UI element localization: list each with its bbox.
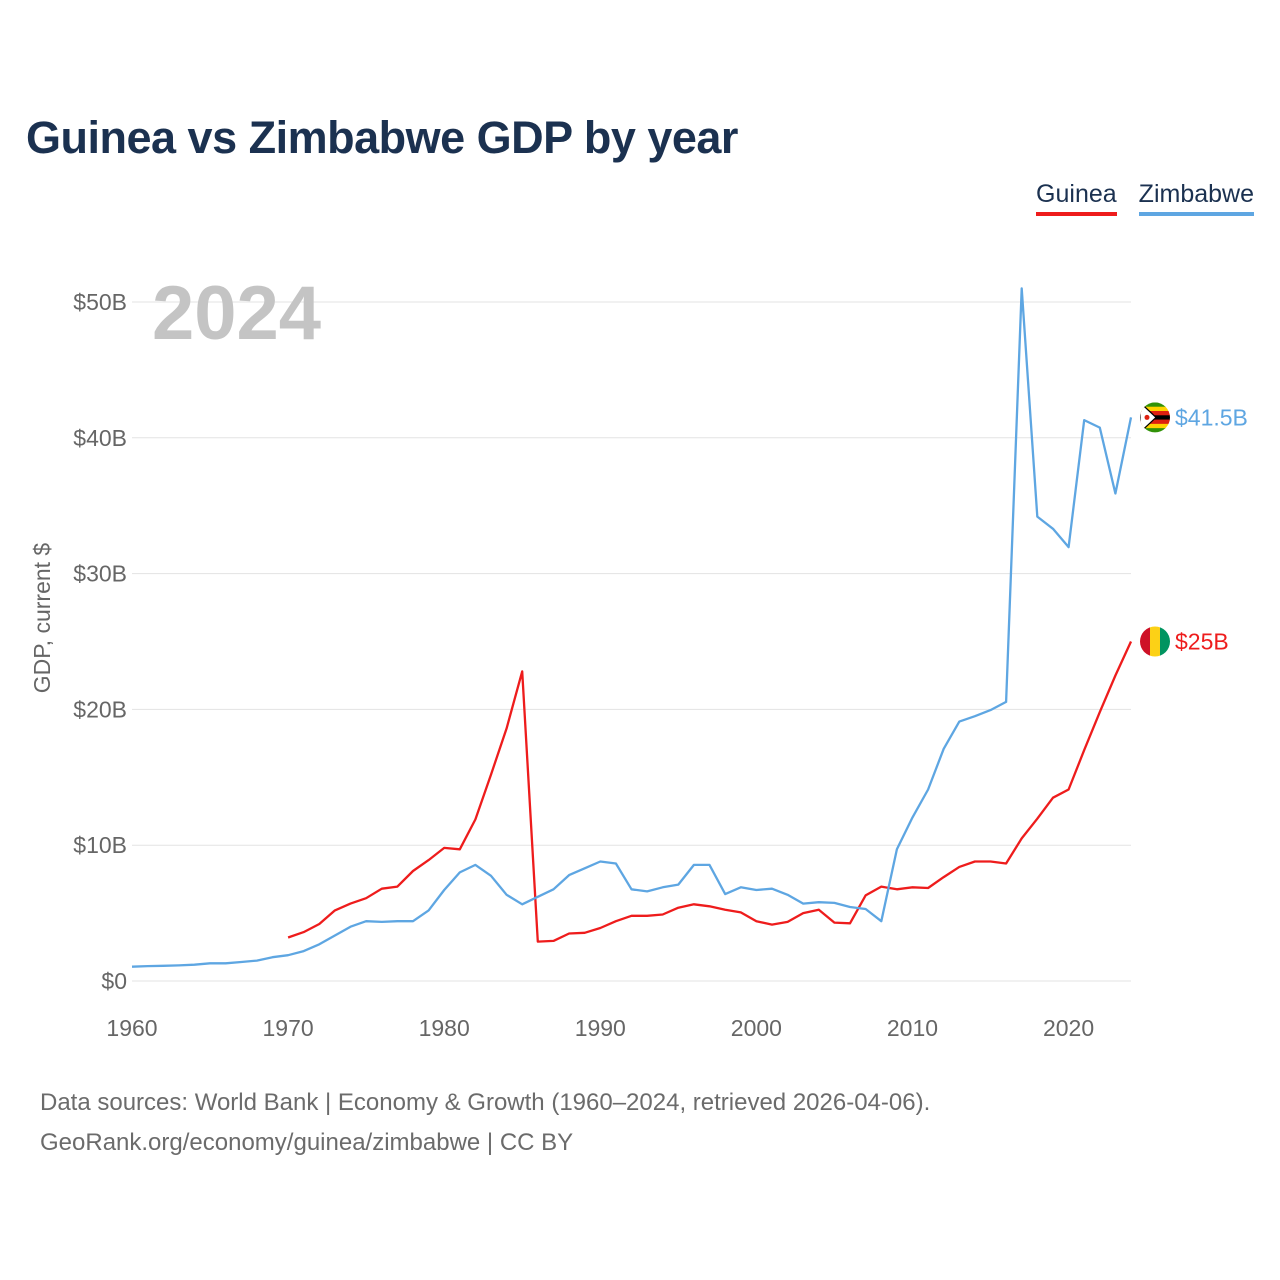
end-markers: $25B $41.5B bbox=[1140, 402, 1248, 657]
legend: Guinea Zimbabwe bbox=[1036, 180, 1254, 216]
source-line-1: Data sources: World Bank | Economy & Gro… bbox=[40, 1089, 931, 1116]
chart-title: Guinea vs Zimbabwe GDP by year bbox=[26, 112, 738, 163]
x-axis-ticks: 1960 1970 1980 1990 2000 2010 2020 bbox=[106, 1015, 1094, 1041]
y-tick-label: $10B bbox=[73, 832, 127, 858]
legend-item-zimbabwe[interactable]: Zimbabwe bbox=[1138, 180, 1254, 216]
y-tick-label: $30B bbox=[73, 561, 127, 587]
y-tick-label: $40B bbox=[73, 425, 127, 451]
end-label-guinea: $25B bbox=[1175, 629, 1229, 655]
year-watermark: 2024 bbox=[152, 271, 321, 356]
grid-lines bbox=[132, 301, 1131, 982]
flag-zimbabwe-icon bbox=[1140, 402, 1170, 433]
series-line-guinea[interactable] bbox=[287, 641, 1133, 943]
series-lines bbox=[131, 287, 1133, 968]
x-tick-label: 2020 bbox=[1043, 1015, 1094, 1041]
flag-guinea-icon bbox=[1140, 626, 1170, 657]
legend-item-guinea[interactable]: Guinea bbox=[1036, 180, 1117, 216]
series-line-zimbabwe[interactable] bbox=[131, 287, 1133, 968]
y-axis-label: GDP, current $ bbox=[29, 543, 55, 694]
x-tick-label: 1990 bbox=[575, 1015, 626, 1041]
x-tick-label: 2010 bbox=[887, 1015, 938, 1041]
x-tick-label: 1970 bbox=[263, 1015, 314, 1041]
end-label-zimbabwe: $41.5B bbox=[1175, 404, 1248, 430]
x-tick-label: 2000 bbox=[731, 1015, 782, 1041]
source-line-2[interactable]: GeoRank.org/economy/guinea/zimbabwe | CC… bbox=[40, 1129, 574, 1156]
source-note: Data sources: World Bank | Economy & Gro… bbox=[40, 1083, 930, 1163]
y-tick-label: $0 bbox=[101, 968, 127, 994]
x-tick-label: 1960 bbox=[106, 1015, 157, 1041]
y-tick-label: $20B bbox=[73, 696, 127, 722]
x-tick-label: 1980 bbox=[419, 1015, 470, 1041]
y-tick-label: $50B bbox=[73, 289, 127, 315]
y-axis-ticks: $0 $10B $20B $30B $40B $50B bbox=[73, 289, 127, 994]
